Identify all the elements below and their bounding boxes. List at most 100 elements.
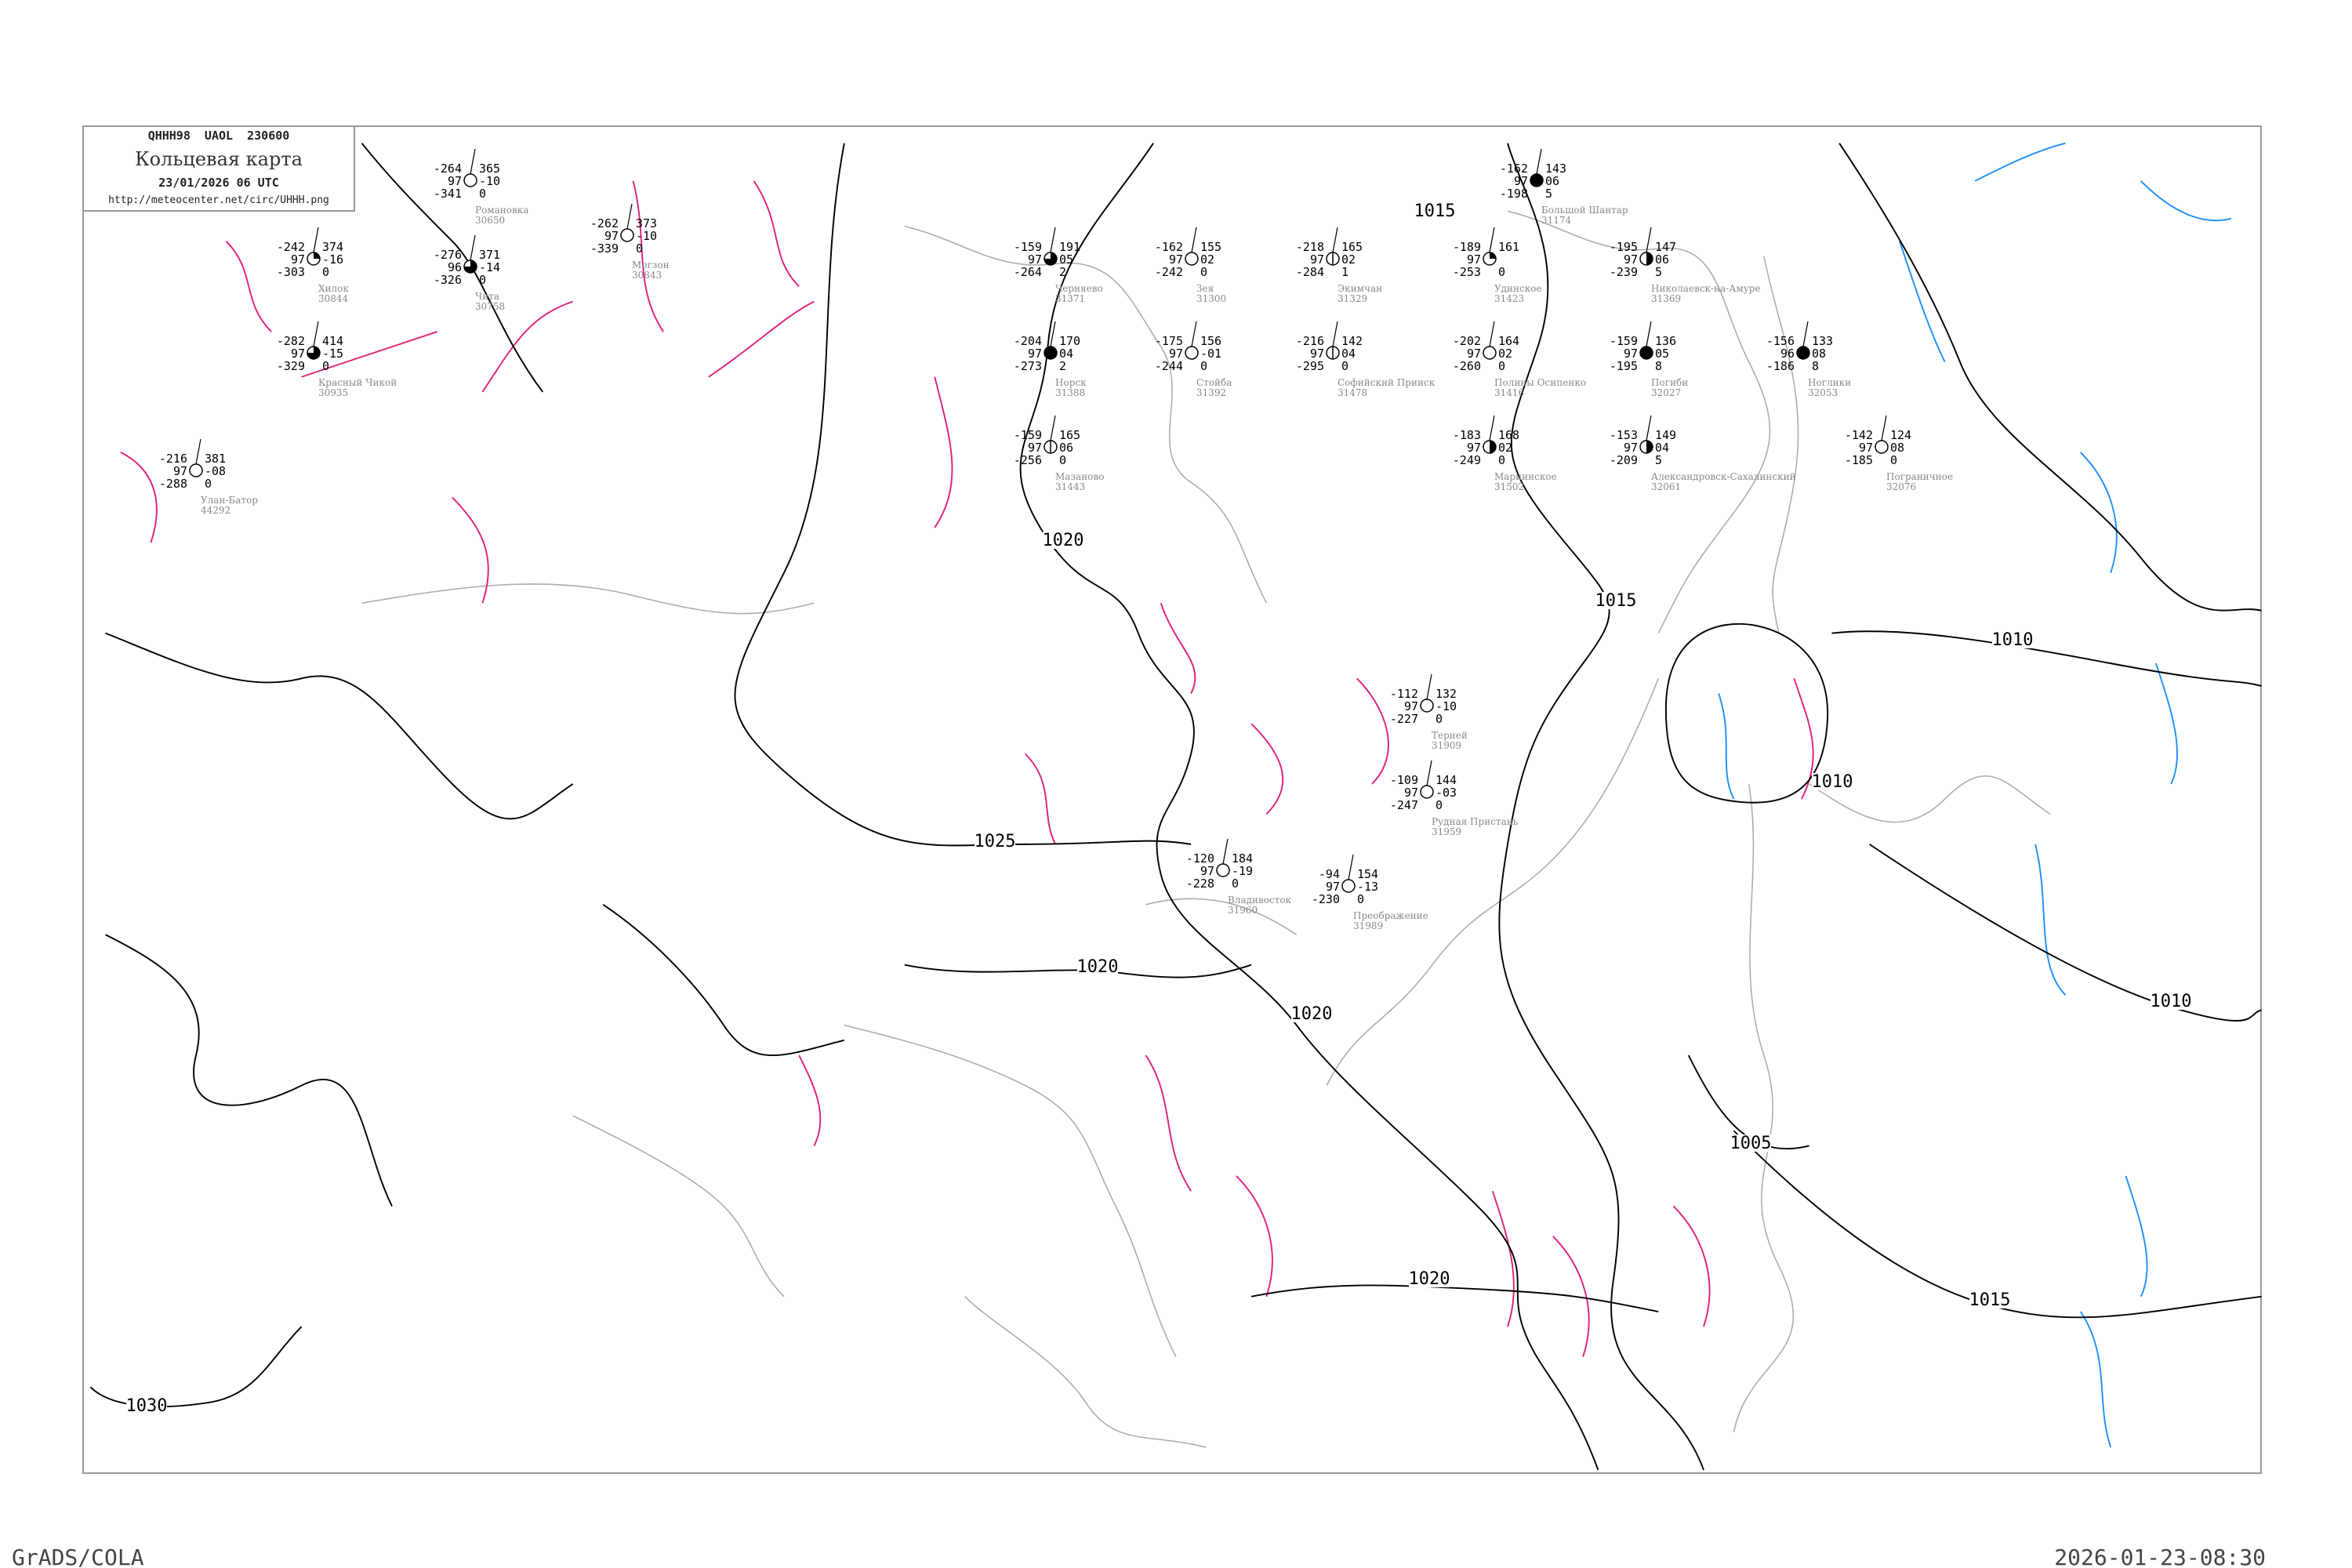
- cloud-cover-icon: [1341, 879, 1356, 893]
- station-pressure: 149: [1655, 428, 1676, 442]
- station-name: Экимчан: [1338, 283, 1382, 294]
- cloud-cover-icon: [1185, 346, 1199, 360]
- station-pressure-tendency: -19: [1232, 864, 1253, 878]
- station-name: Преображение: [1353, 910, 1428, 921]
- station-dewpoint: -185: [1845, 453, 1873, 467]
- wind-barb-icon: [313, 321, 319, 347]
- isobar-label: 1010: [2151, 992, 2192, 1011]
- wind-barb-icon: [1489, 321, 1495, 347]
- station-temperature: -262: [590, 216, 619, 230]
- station-dewpoint: -284: [1296, 265, 1324, 279]
- isobar-label: 1020: [1077, 957, 1119, 977]
- footer-software: GrADS/COLA: [12, 1544, 144, 1568]
- station-name: Пограничное: [1886, 471, 1953, 482]
- station-pressure: 136: [1655, 334, 1676, 348]
- station-id: 31478: [1338, 387, 1367, 398]
- station-pressure-tendency: 06: [1655, 252, 1669, 267]
- station-id: 31371: [1055, 293, 1085, 304]
- station-pressure: 133: [1812, 334, 1833, 348]
- station-temperature: -183: [1453, 428, 1481, 442]
- station-precipitation: 0: [1498, 359, 1505, 373]
- station-visibility: 97: [1326, 880, 1340, 894]
- station-id: 31300: [1196, 293, 1226, 304]
- station-id: 31960: [1228, 905, 1258, 916]
- station-dewpoint: -253: [1453, 265, 1481, 279]
- station-id: 31502: [1494, 481, 1524, 492]
- station-id: 30843: [632, 270, 662, 281]
- station-pressure-tendency: 02: [1200, 252, 1214, 267]
- station-pressure-tendency: -14: [479, 260, 500, 274]
- station-pressure-tendency: 05: [1655, 347, 1669, 361]
- station-temperature: -189: [1453, 240, 1481, 254]
- station-dewpoint: -288: [159, 477, 187, 491]
- station-temperature: -159: [1014, 240, 1042, 254]
- station-dewpoint: -303: [277, 265, 305, 279]
- station-pressure: 164: [1498, 334, 1519, 348]
- isobars: [89, 143, 2262, 1471]
- station-precipitation: 0: [322, 359, 329, 373]
- station-name: Ноглики: [1808, 377, 1851, 388]
- station-dewpoint: -247: [1390, 798, 1418, 812]
- station-name: Рудная Пристань: [1432, 816, 1519, 827]
- wind-barb-icon: [1332, 321, 1338, 347]
- station-pressure-tendency: -15: [322, 347, 343, 361]
- station-id: 31423: [1494, 293, 1524, 304]
- station-dewpoint: -186: [1766, 359, 1795, 373]
- station-dewpoint: -239: [1610, 265, 1638, 279]
- station-temperature: -120: [1186, 851, 1214, 866]
- station-dewpoint: -295: [1296, 359, 1324, 373]
- station-precipitation: 0: [479, 273, 486, 287]
- wind-barb-icon: [626, 203, 633, 230]
- station-temperature: -142: [1845, 428, 1873, 442]
- station-pressure: 374: [322, 240, 343, 254]
- station-precipitation: 2: [1059, 265, 1066, 279]
- station-visibility: 97: [1169, 347, 1183, 361]
- station-temperature: -218: [1296, 240, 1324, 254]
- station-dewpoint: -198: [1500, 187, 1528, 201]
- station-dewpoint: -228: [1186, 877, 1214, 891]
- station-id: 31959: [1432, 826, 1461, 837]
- station-visibility: 97: [1859, 441, 1873, 455]
- isobar-label: 1015: [1595, 591, 1637, 611]
- station-id: 31329: [1338, 293, 1367, 304]
- station-precipitation: 0: [636, 241, 643, 256]
- station-visibility: 97: [291, 347, 305, 361]
- station-name: Полины Осипенко: [1494, 377, 1586, 388]
- wind-barb-icon: [1646, 227, 1652, 253]
- station-pressure: 414: [322, 334, 343, 348]
- station-name: Красный Чикой: [318, 377, 397, 388]
- isobar-1010-ring: [1664, 622, 1829, 804]
- station-id: 31388: [1055, 387, 1085, 398]
- station-pressure: 170: [1059, 334, 1080, 348]
- station-temperature: -276: [434, 248, 462, 262]
- station-name: Чита: [475, 291, 499, 302]
- isobar-1030: [89, 1326, 303, 1408]
- wind-barb-icon: [195, 438, 201, 465]
- station-visibility: 97: [1624, 252, 1638, 267]
- station-id: 31392: [1196, 387, 1226, 398]
- isobar-label: 1020: [1409, 1269, 1450, 1289]
- station-dewpoint: -242: [1155, 265, 1183, 279]
- station-dewpoint: -195: [1610, 359, 1638, 373]
- station-visibility: 96: [1780, 347, 1795, 361]
- station-name: Большой Шантар: [1541, 205, 1628, 216]
- wind-barb-icon: [1050, 227, 1056, 253]
- station-name: Стойба: [1196, 377, 1232, 388]
- station-pressure: 124: [1890, 428, 1911, 442]
- station-pressure-tendency: -10: [636, 229, 657, 243]
- station-temperature: -282: [277, 334, 305, 348]
- station-visibility: 97: [1028, 252, 1042, 267]
- station-name: Софийский Прииск: [1338, 377, 1436, 388]
